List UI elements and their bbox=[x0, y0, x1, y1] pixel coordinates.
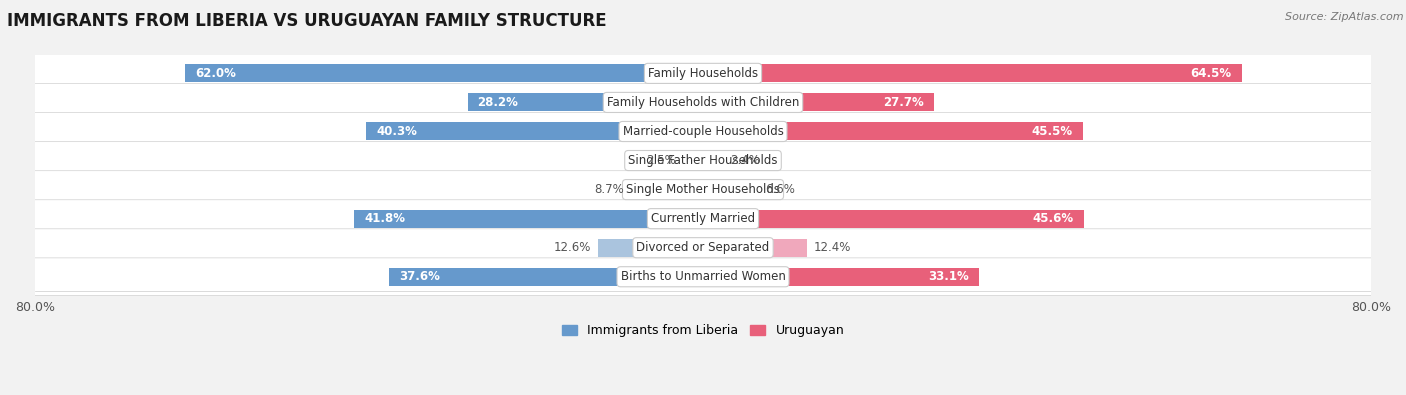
Text: Currently Married: Currently Married bbox=[651, 212, 755, 225]
FancyBboxPatch shape bbox=[30, 171, 1376, 209]
Text: 33.1%: 33.1% bbox=[928, 270, 969, 283]
FancyBboxPatch shape bbox=[30, 229, 1376, 267]
Text: Source: ZipAtlas.com: Source: ZipAtlas.com bbox=[1285, 12, 1403, 22]
Text: 45.6%: 45.6% bbox=[1032, 212, 1074, 225]
FancyBboxPatch shape bbox=[30, 258, 1376, 295]
Bar bbox=[630, 181, 703, 199]
Bar bbox=[186, 64, 703, 83]
FancyBboxPatch shape bbox=[30, 200, 1376, 237]
Bar bbox=[703, 181, 758, 199]
Bar bbox=[389, 268, 703, 286]
Text: 2.5%: 2.5% bbox=[645, 154, 675, 167]
Text: 12.4%: 12.4% bbox=[813, 241, 851, 254]
Text: 12.6%: 12.6% bbox=[554, 241, 591, 254]
FancyBboxPatch shape bbox=[30, 113, 1376, 150]
Bar bbox=[703, 268, 980, 286]
Bar bbox=[354, 210, 703, 228]
Bar bbox=[682, 152, 703, 169]
Text: Family Households with Children: Family Households with Children bbox=[607, 96, 799, 109]
Text: 2.4%: 2.4% bbox=[730, 154, 759, 167]
FancyBboxPatch shape bbox=[30, 142, 1376, 179]
Text: 41.8%: 41.8% bbox=[364, 212, 405, 225]
Text: 37.6%: 37.6% bbox=[399, 270, 440, 283]
Text: 27.7%: 27.7% bbox=[883, 96, 924, 109]
Text: 64.5%: 64.5% bbox=[1191, 67, 1232, 80]
Bar bbox=[703, 152, 723, 169]
Bar bbox=[703, 210, 1084, 228]
Bar bbox=[703, 64, 1241, 83]
Text: 6.6%: 6.6% bbox=[765, 183, 794, 196]
Bar bbox=[703, 122, 1083, 141]
FancyBboxPatch shape bbox=[30, 84, 1376, 121]
Text: 28.2%: 28.2% bbox=[478, 96, 519, 109]
FancyBboxPatch shape bbox=[30, 55, 1376, 92]
Text: 8.7%: 8.7% bbox=[593, 183, 624, 196]
Text: Single Father Households: Single Father Households bbox=[628, 154, 778, 167]
Text: Births to Unmarried Women: Births to Unmarried Women bbox=[620, 270, 786, 283]
Text: Family Households: Family Households bbox=[648, 67, 758, 80]
Text: 40.3%: 40.3% bbox=[377, 125, 418, 138]
Text: Divorced or Separated: Divorced or Separated bbox=[637, 241, 769, 254]
Text: 45.5%: 45.5% bbox=[1032, 125, 1073, 138]
Text: IMMIGRANTS FROM LIBERIA VS URUGUAYAN FAMILY STRUCTURE: IMMIGRANTS FROM LIBERIA VS URUGUAYAN FAM… bbox=[7, 12, 606, 30]
Bar bbox=[468, 94, 703, 111]
Text: 62.0%: 62.0% bbox=[195, 67, 236, 80]
Bar bbox=[703, 94, 935, 111]
Text: Married-couple Households: Married-couple Households bbox=[623, 125, 783, 138]
Bar bbox=[367, 122, 703, 141]
Bar bbox=[703, 239, 807, 257]
Text: Single Mother Households: Single Mother Households bbox=[626, 183, 780, 196]
Legend: Immigrants from Liberia, Uruguayan: Immigrants from Liberia, Uruguayan bbox=[557, 320, 849, 342]
Bar bbox=[598, 239, 703, 257]
